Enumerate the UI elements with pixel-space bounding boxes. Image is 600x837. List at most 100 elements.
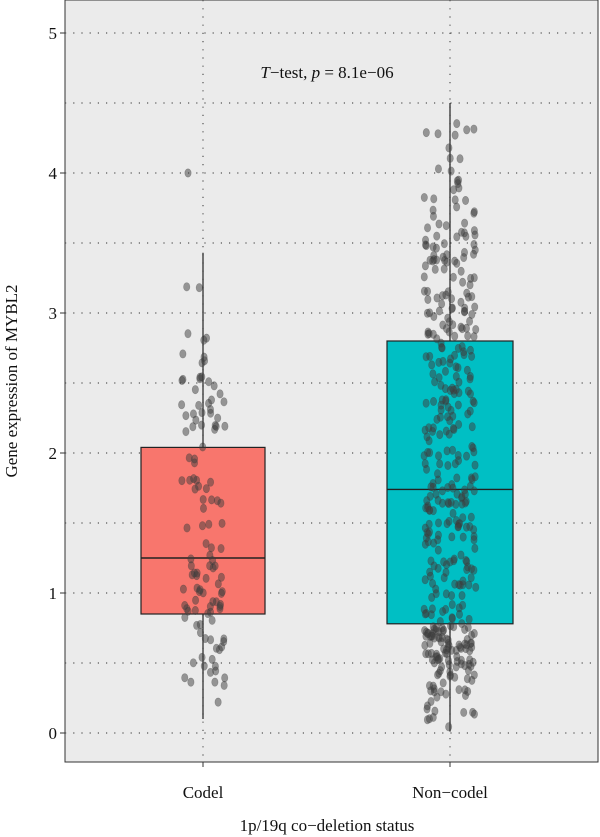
- data-point: [464, 331, 472, 341]
- data-point: [429, 256, 437, 266]
- data-point: [435, 451, 443, 461]
- data-point: [218, 587, 226, 597]
- data-point: [461, 218, 469, 228]
- data-point: [468, 441, 476, 451]
- data-point: [437, 380, 445, 390]
- data-point: [185, 453, 193, 463]
- data-point: [440, 573, 448, 583]
- data-point: [220, 397, 228, 407]
- data-point: [445, 143, 453, 153]
- data-point: [449, 423, 457, 433]
- data-point: [430, 633, 438, 643]
- data-point: [454, 343, 462, 353]
- data-point: [189, 422, 197, 432]
- data-point: [182, 427, 190, 437]
- data-point: [211, 661, 219, 671]
- data-point: [463, 557, 471, 567]
- data-point: [442, 221, 450, 231]
- box-codel: [140, 446, 266, 615]
- data-point: [221, 673, 229, 683]
- data-point: [442, 689, 450, 699]
- data-point: [435, 518, 443, 528]
- data-point: [460, 253, 468, 263]
- data-point: [465, 580, 473, 590]
- data-point: [429, 242, 437, 252]
- data-point: [207, 607, 215, 617]
- data-point: [420, 272, 428, 282]
- data-point: [434, 469, 442, 479]
- data-point: [452, 371, 460, 381]
- data-point: [433, 231, 441, 241]
- data-point: [445, 327, 453, 337]
- data-point: [471, 472, 479, 482]
- data-point: [436, 430, 444, 440]
- data-point: [179, 584, 187, 594]
- data-point: [448, 532, 456, 542]
- data-point: [422, 128, 430, 138]
- data-point: [463, 125, 471, 135]
- data-point: [456, 154, 464, 164]
- data-point: [453, 473, 461, 483]
- data-point: [460, 307, 468, 317]
- data-point: [198, 372, 206, 382]
- data-point: [446, 671, 454, 681]
- data-point: [447, 354, 455, 364]
- data-point: [467, 273, 475, 283]
- data-point: [445, 429, 453, 439]
- data-point: [466, 655, 474, 665]
- data-point: [470, 565, 478, 575]
- data-point: [453, 652, 461, 662]
- data-point: [463, 640, 471, 650]
- data-point: [433, 414, 441, 424]
- data-point: [198, 408, 206, 418]
- data-point: [449, 320, 457, 330]
- data-point: [470, 207, 478, 217]
- data-point: [464, 622, 472, 632]
- data-point: [207, 477, 215, 487]
- data-point: [448, 304, 456, 314]
- data-point: [202, 484, 210, 494]
- data-point: [443, 560, 451, 570]
- data-point: [435, 668, 443, 678]
- data-point: [206, 667, 214, 677]
- data-point: [451, 331, 459, 341]
- data-point: [458, 591, 466, 601]
- data-point: [430, 396, 438, 406]
- data-point: [208, 615, 216, 625]
- axis-ticks: 0 1 2 3 4 5 Codel Non−codel: [49, 24, 489, 802]
- data-point: [444, 461, 452, 471]
- data-point: [209, 597, 217, 607]
- data-point: [435, 219, 443, 229]
- y-tick-label: 5: [49, 24, 58, 43]
- data-point: [192, 595, 200, 605]
- data-point: [445, 660, 453, 670]
- data-point: [179, 349, 187, 359]
- data-point: [452, 516, 460, 526]
- data-point: [444, 498, 452, 508]
- data-point: [447, 166, 455, 176]
- data-point: [193, 620, 201, 630]
- data-point: [438, 299, 446, 309]
- data-point: [451, 130, 459, 140]
- data-point: [217, 544, 225, 554]
- data-point: [426, 448, 434, 458]
- data-point: [469, 707, 477, 717]
- data-point: [463, 674, 471, 684]
- data-point: [200, 352, 208, 362]
- data-point: [423, 432, 431, 442]
- data-point: [208, 654, 216, 664]
- data-point: [452, 362, 460, 372]
- jitter-points: [178, 119, 480, 732]
- data-point: [438, 343, 446, 353]
- data-point: [436, 617, 444, 627]
- y-tick-label: 0: [49, 724, 58, 743]
- data-point: [211, 421, 219, 431]
- data-point: [214, 579, 222, 589]
- data-point: [458, 619, 466, 629]
- data-point: [461, 685, 469, 695]
- outlier-point: [184, 168, 192, 178]
- data-point: [427, 686, 435, 696]
- data-point: [420, 604, 428, 614]
- data-point: [217, 572, 225, 582]
- data-point: [442, 604, 450, 614]
